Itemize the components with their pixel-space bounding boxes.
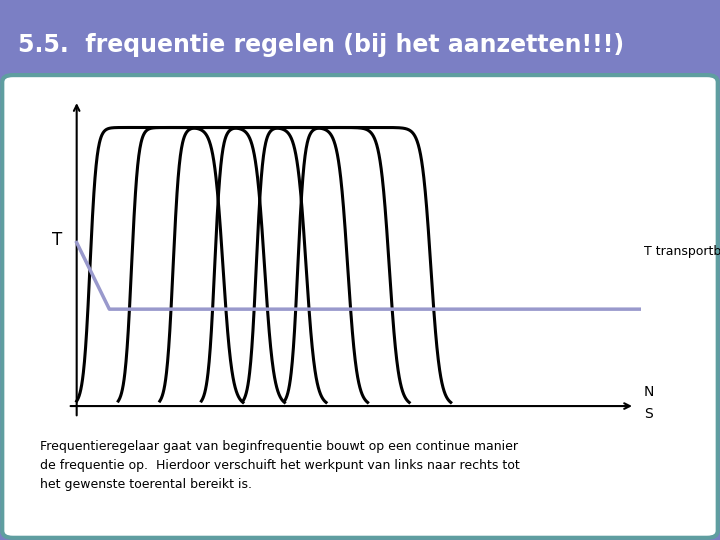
Text: 5.5.  frequentie regelen (bij het aanzetten!!!): 5.5. frequentie regelen (bij het aanzett…: [18, 33, 624, 57]
Text: S: S: [644, 407, 652, 421]
Text: T transportband: T transportband: [644, 245, 720, 258]
Text: T: T: [52, 231, 62, 248]
Text: N: N: [644, 386, 654, 400]
Text: Frequentieregelaar gaat van beginfrequentie bouwt op een continue manier
de freq: Frequentieregelaar gaat van beginfrequen…: [40, 440, 519, 491]
FancyBboxPatch shape: [2, 75, 718, 538]
